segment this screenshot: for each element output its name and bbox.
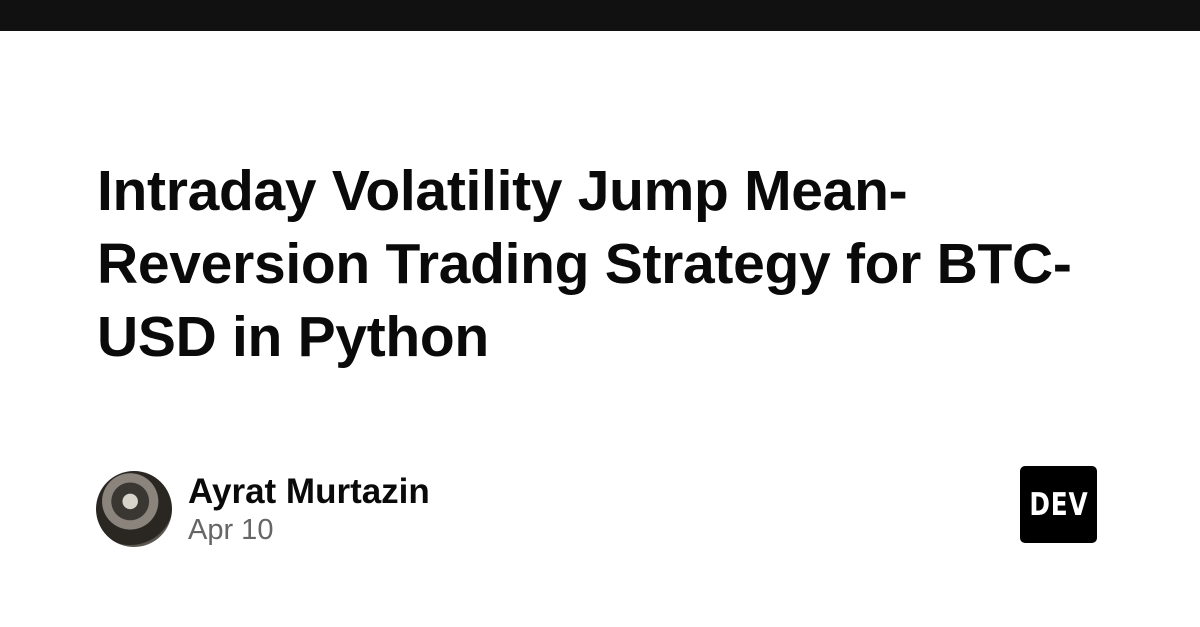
dev-logo-text: DEV xyxy=(1028,486,1089,523)
publish-date: Apr 10 xyxy=(188,514,274,546)
article-title: Intraday Volatility Jump Mean-Reversion … xyxy=(97,159,1072,369)
top-bar xyxy=(0,0,1200,31)
author-name: Ayrat Murtazin xyxy=(188,472,430,511)
author-avatar xyxy=(96,471,172,547)
dev-logo: DEV xyxy=(1020,466,1097,543)
